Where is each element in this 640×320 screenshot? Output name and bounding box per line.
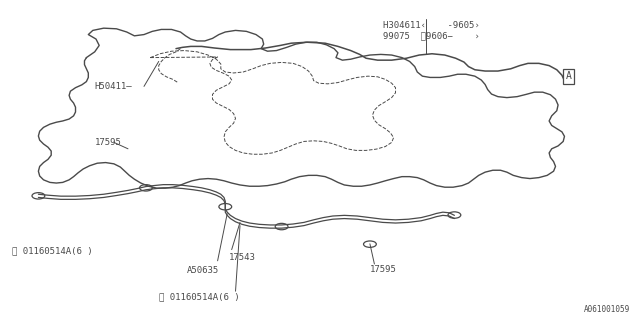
Text: 17595: 17595: [370, 265, 397, 274]
Text: H50411—: H50411—: [95, 82, 132, 91]
Text: 17595: 17595: [95, 138, 122, 147]
Text: H304611‹    ‑9605›
99075  ‸9606−    ›: H304611‹ ‑9605› 99075 ‸9606− ›: [383, 21, 479, 40]
Text: Ⓑ 01160514A(6 ): Ⓑ 01160514A(6 ): [159, 292, 239, 301]
Text: 17543: 17543: [229, 253, 256, 262]
Text: A: A: [565, 71, 572, 81]
Text: A061001059: A061001059: [584, 305, 630, 314]
Text: Ⓑ 01160514A(6 ): Ⓑ 01160514A(6 ): [12, 247, 92, 256]
Text: A50635: A50635: [187, 266, 219, 275]
